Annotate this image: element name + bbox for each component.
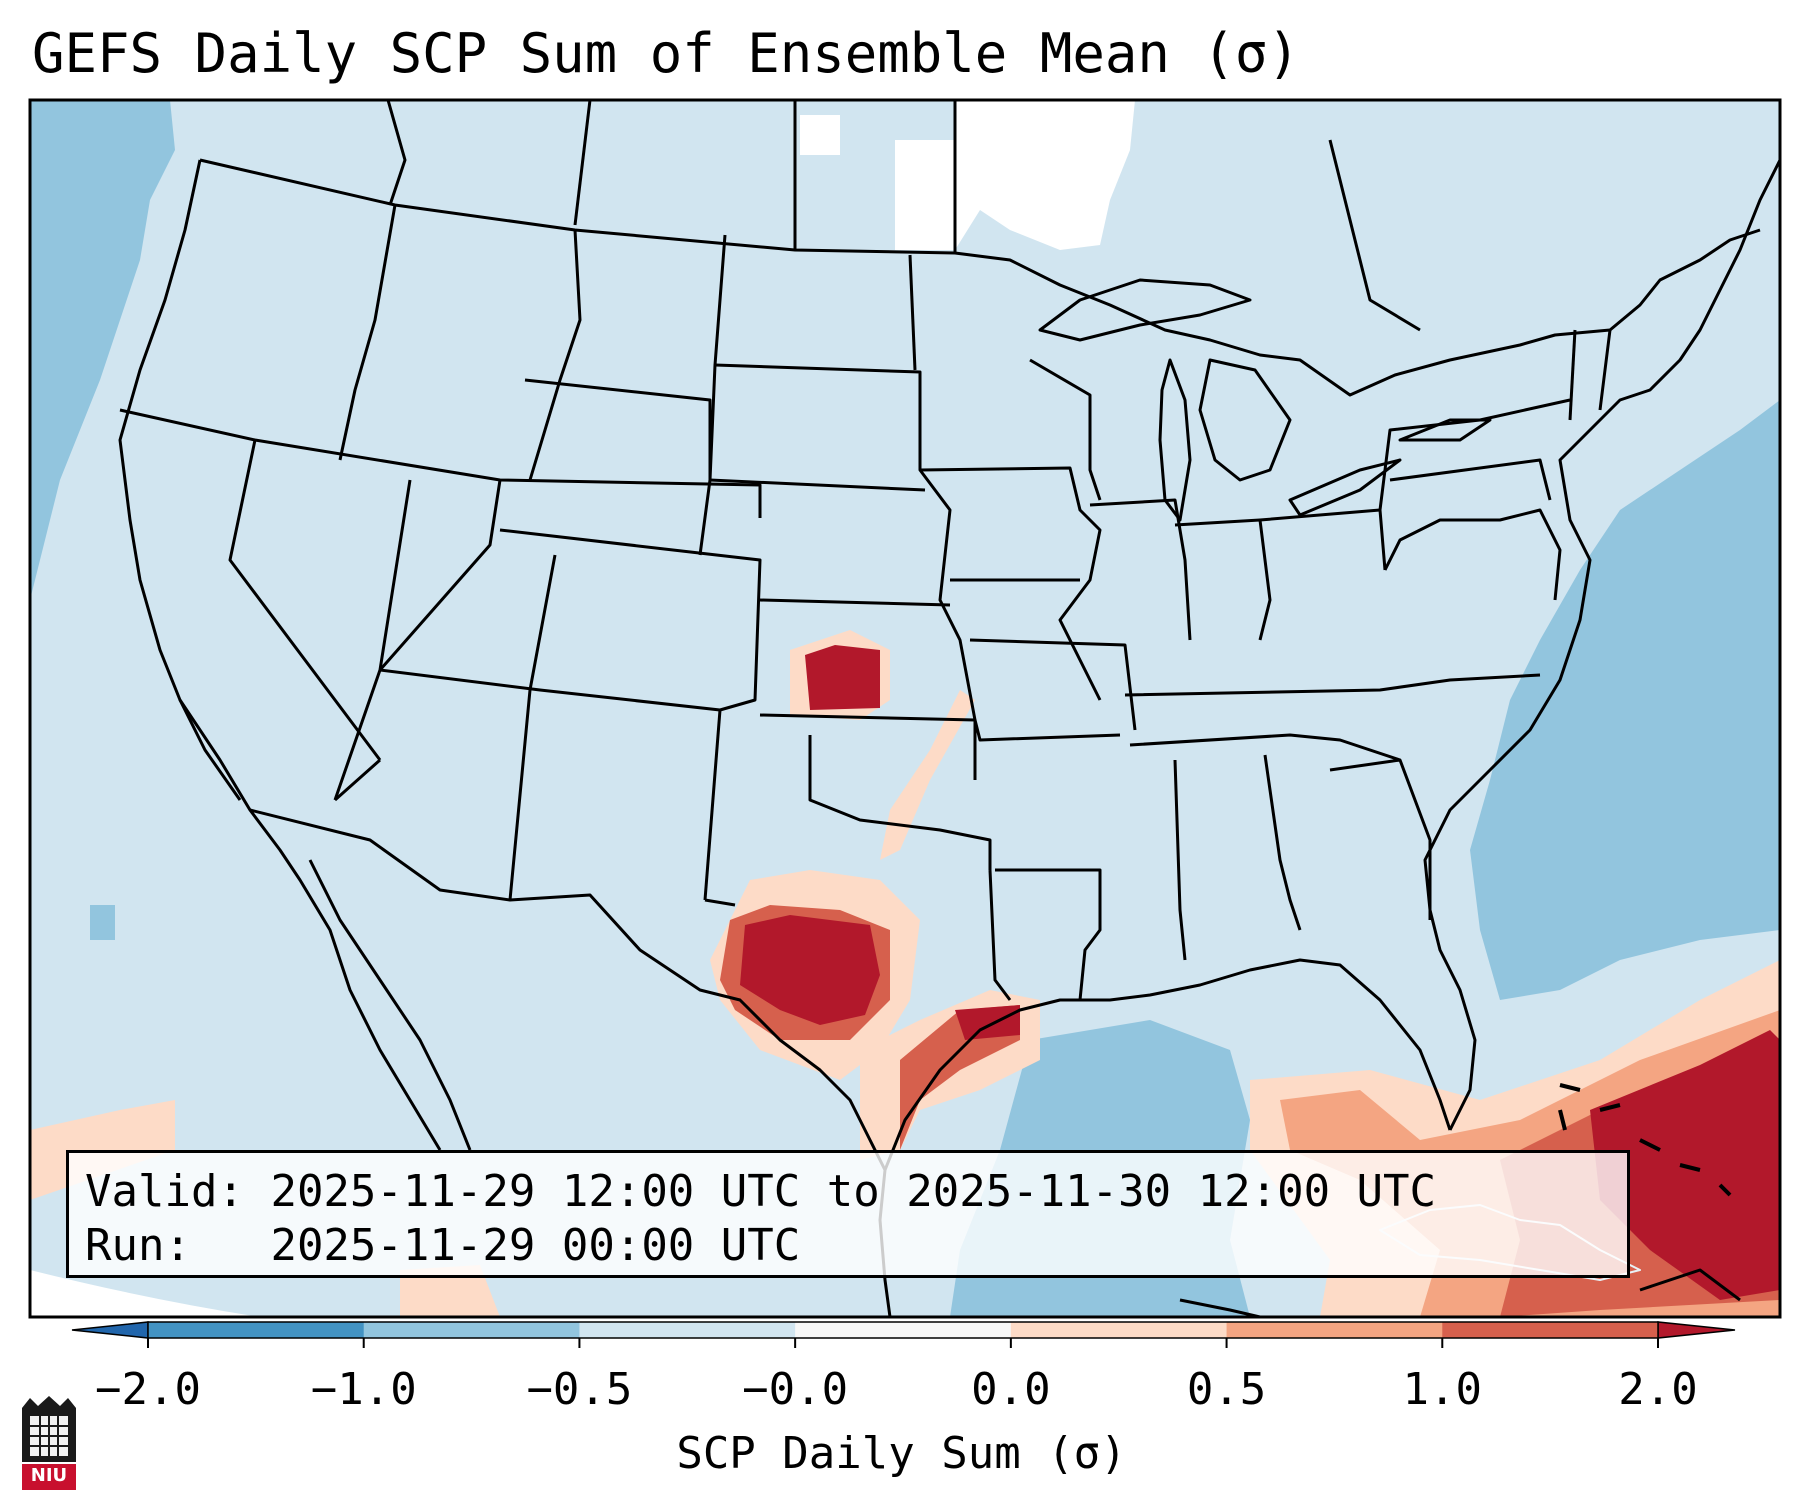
texas-positive-core — [740, 915, 880, 1025]
state-border — [1089, 498, 1192, 641]
state-border — [1568, 329, 1577, 421]
run-time: 2025-11-29 00:00 UTC — [270, 1220, 801, 1271]
state-border — [528, 229, 582, 481]
niu-logo: NIU — [18, 1392, 80, 1492]
pacific-negative-patch — [90, 905, 115, 940]
state-border — [908, 254, 917, 371]
state-border — [1263, 754, 1302, 931]
colorbar-tick-label: 2.0 — [1618, 1364, 1698, 1415]
lake-huron-michigan — [1198, 358, 1292, 482]
state-border — [379, 528, 762, 712]
state-border — [703, 709, 722, 901]
run-label: Run: — [85, 1220, 191, 1271]
state-border — [714, 363, 977, 780]
state-border — [1598, 329, 1612, 411]
gulf-coast-positive-max — [955, 1005, 1020, 1040]
colorbar-tick-label: −1.0 — [310, 1364, 417, 1415]
state-border — [1174, 518, 1272, 641]
state-border — [969, 638, 1137, 731]
atlantic-coast — [1423, 159, 1780, 911]
atlantic-negative-region — [1470, 400, 1780, 1000]
map-frame — [28, 98, 1782, 1319]
west-coast — [118, 159, 442, 1151]
missing-data-patch — [800, 115, 840, 155]
florida-coast — [1428, 909, 1477, 1131]
state-border — [995, 868, 1102, 1001]
state-border — [919, 466, 1102, 701]
bahamas — [1558, 1083, 1732, 1197]
mexico-border — [249, 808, 887, 1171]
lake-ontario — [1398, 418, 1492, 442]
gulf-coast — [883, 958, 1452, 1171]
state-border — [1029, 358, 1102, 501]
state-border — [338, 204, 397, 461]
lake-michigan — [1158, 358, 1192, 522]
validity-legend: Valid: 2025-11-29 12:00 UTC to 2025-11-3… — [66, 1150, 1630, 1278]
missing-data-region — [955, 100, 1135, 250]
state-border — [704, 898, 736, 907]
state-border — [988, 869, 1012, 1001]
oklahoma-streak — [880, 690, 975, 860]
state-border — [334, 758, 381, 802]
baja-coast — [308, 859, 472, 1151]
missing-data-patch — [895, 140, 955, 250]
gulf-coast-positive-core — [900, 1005, 1020, 1150]
state-border — [1173, 759, 1187, 961]
state-border — [1129, 733, 1401, 762]
pacific-negative-region — [30, 100, 175, 600]
colorbar-tick-label: −0.5 — [526, 1364, 633, 1415]
pacific-bottom-positive — [400, 1265, 500, 1317]
kansas-positive-core — [805, 645, 880, 710]
state-border — [1124, 673, 1541, 697]
state-border — [1383, 508, 1562, 601]
colorbar-tick-label: 0.5 — [1186, 1364, 1267, 1415]
province-border — [1328, 139, 1421, 332]
province-border — [573, 100, 592, 226]
state-border — [759, 713, 1121, 742]
political-borders — [118, 100, 1780, 1317]
lake-erie — [1288, 458, 1402, 517]
state-border — [698, 234, 727, 556]
colorbar-tick-label: 0.0 — [971, 1364, 1051, 1415]
state-border — [759, 598, 951, 607]
state-border — [1329, 758, 1432, 920]
state-border — [1389, 458, 1552, 501]
valid-time-range: 2025-11-29 12:00 UTC to 2025-11-30 12:00… — [270, 1166, 1437, 1217]
colorbar-tick-label: −2.0 — [95, 1364, 201, 1415]
canada-border — [199, 158, 1761, 397]
colorbar-tick-label: 1.0 — [1402, 1364, 1483, 1415]
niu-logo-text: NIU — [30, 1465, 68, 1486]
lake-superior — [1038, 278, 1252, 342]
colorbar-label: SCP Daily Sum (σ) — [676, 1428, 1127, 1479]
projection-edge — [30, 1270, 260, 1317]
niu-logo-icon — [22, 1396, 76, 1490]
state-border — [709, 478, 926, 492]
map-title: GEFS Daily SCP Sum of Ensemble Mean (σ) — [32, 22, 1300, 85]
state-border — [378, 479, 502, 671]
state-border — [508, 554, 557, 901]
map-field — [30, 100, 1780, 1317]
state-border — [808, 735, 992, 870]
province-border — [386, 100, 407, 206]
valid-label: Valid: — [85, 1166, 244, 1217]
mexico-west-coast — [178, 699, 242, 801]
yucatan-coast — [1179, 1268, 1741, 1317]
state-border — [228, 439, 382, 761]
colorbar-tick-label: −0.0 — [742, 1364, 849, 1415]
